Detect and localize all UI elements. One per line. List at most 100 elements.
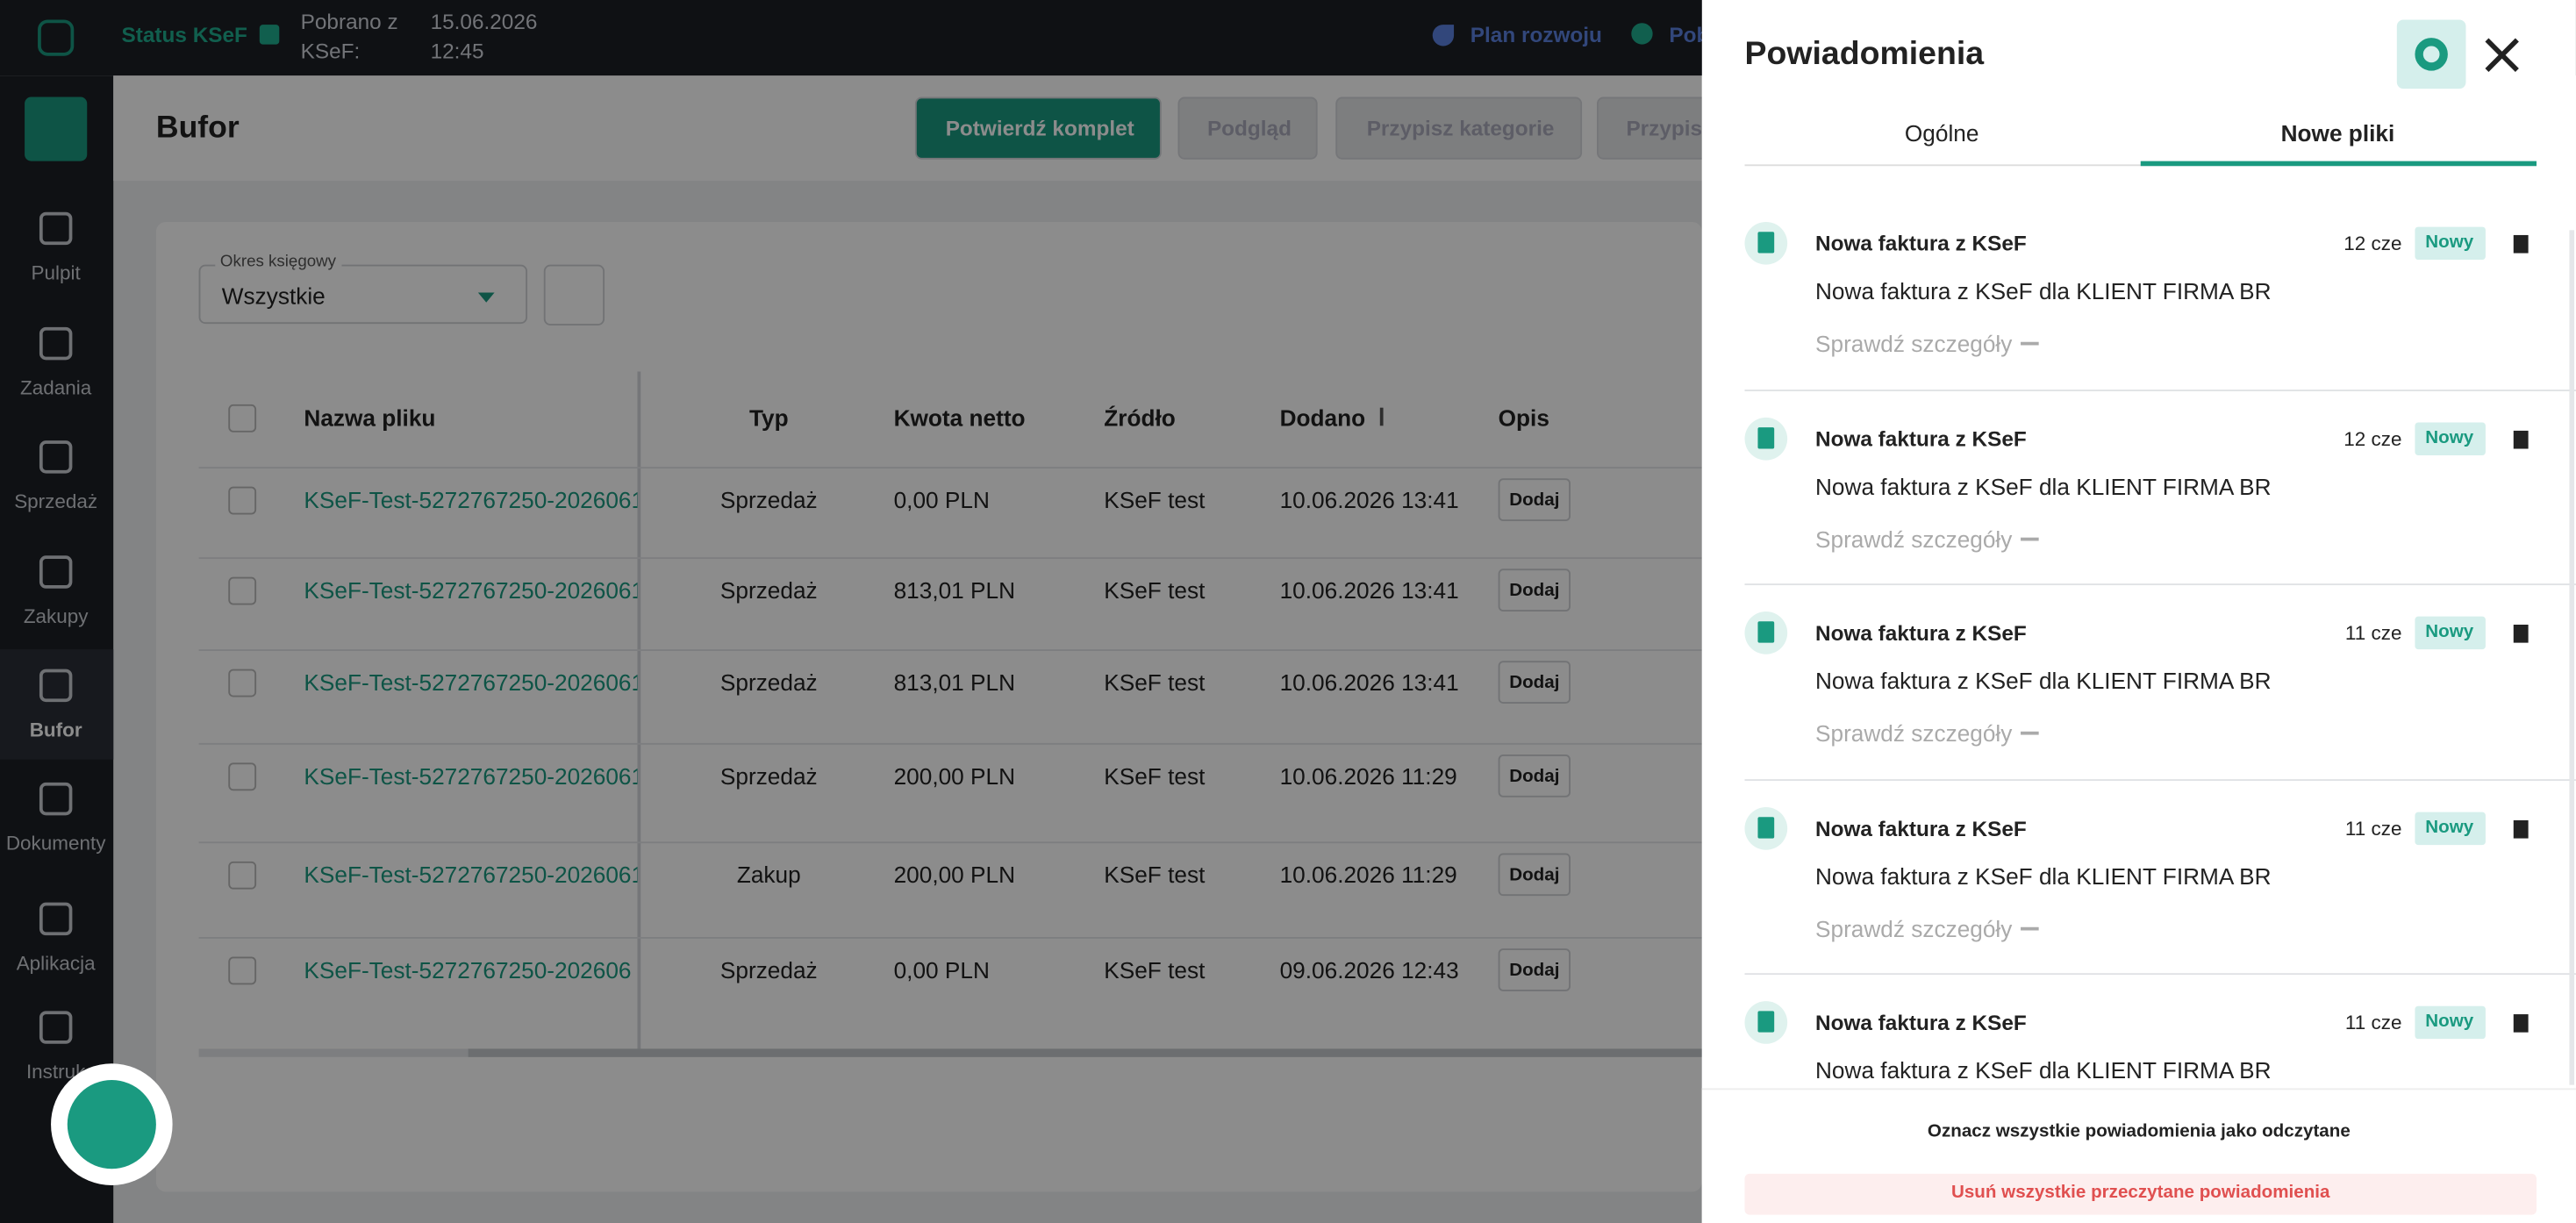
add-button[interactable] bbox=[25, 97, 88, 161]
add-description[interactable]: Dodaj bbox=[1498, 853, 1571, 897]
header-checkbox[interactable] bbox=[228, 404, 257, 433]
delete-icon[interactable] bbox=[2513, 429, 2529, 448]
add-description[interactable]: Dodaj bbox=[1498, 661, 1571, 704]
delete-icon[interactable] bbox=[2513, 1014, 2529, 1033]
roadmap-link[interactable]: Plan rozwoju bbox=[1470, 22, 1602, 47]
header-button[interactable]: Przypisz kategorie bbox=[1335, 97, 1583, 160]
sidebar-active bbox=[0, 649, 114, 760]
notification-body: Nowa faktura z KSeF dla KLIENT FIRMA BR bbox=[1815, 667, 2272, 694]
tab-underline bbox=[2140, 161, 2537, 167]
header-button[interactable]: Potwierdź komplet bbox=[914, 97, 1162, 160]
cell: 813,01 PLN bbox=[893, 669, 1016, 696]
fetched-label: KSeF: bbox=[300, 39, 361, 64]
cell: 813,01 PLN bbox=[893, 576, 1016, 604]
new-badge: Nowy bbox=[2415, 616, 2486, 650]
panel-scrollbar bbox=[2569, 230, 2575, 1085]
button-label: Dodaj bbox=[1509, 961, 1560, 981]
close-button[interactable] bbox=[2484, 36, 2520, 72]
delete-read-button[interactable]: Usuń wszystkie przeczytane powiadomienia bbox=[1744, 1173, 2537, 1215]
overlay bbox=[0, 0, 1702, 1223]
cell: 10.06.2026 11:29 bbox=[1279, 861, 1457, 888]
file-link[interactable]: KSeF-Test-5272767250-2026061 bbox=[304, 764, 638, 788]
delete-icon[interactable] bbox=[2513, 819, 2529, 838]
chat-button[interactable] bbox=[51, 1063, 173, 1185]
badge-label: Nowy bbox=[2425, 817, 2474, 837]
add-description[interactable]: Dodaj bbox=[1498, 948, 1571, 991]
column-header: Nazwa pliku bbox=[304, 404, 436, 431]
file-link[interactable]: KSeF-Test-5272767250-2026061 bbox=[304, 578, 638, 602]
fetched-time: 12:45 bbox=[430, 39, 484, 64]
settings-button[interactable] bbox=[2396, 19, 2466, 89]
file-link[interactable]: KSeF-Test-5272767250-202606 bbox=[304, 958, 632, 982]
notification-title: Nowa faktura z KSeF bbox=[1815, 231, 2027, 256]
row-checkbox[interactable] bbox=[228, 486, 257, 515]
header-button[interactable]: Podgląd bbox=[1177, 97, 1318, 160]
row-checkbox[interactable] bbox=[228, 576, 257, 605]
row-divider bbox=[198, 841, 1702, 844]
button-label: Dodaj bbox=[1509, 490, 1560, 511]
arrow-icon bbox=[2021, 536, 2039, 540]
row-checkbox[interactable] bbox=[228, 762, 257, 791]
notification-time: 12 cze bbox=[2343, 426, 2402, 450]
filter-settings[interactable] bbox=[543, 264, 605, 325]
badge-label: Nowy bbox=[2425, 622, 2474, 642]
cell: KSeF test bbox=[1104, 956, 1206, 983]
notification-title: Nowa faktura z KSeF bbox=[1815, 620, 2027, 646]
add-description[interactable]: Dodaj bbox=[1498, 478, 1571, 521]
dropdown-caret bbox=[477, 292, 495, 303]
row-checkbox[interactable] bbox=[228, 861, 257, 890]
filter-value: Wszystkie bbox=[221, 283, 326, 310]
delete-icon[interactable] bbox=[2513, 234, 2529, 254]
sidebar-item[interactable]: Aplikacja bbox=[16, 951, 96, 976]
add-description[interactable]: Dodaj bbox=[1498, 755, 1571, 797]
delete-icon[interactable] bbox=[2513, 625, 2529, 643]
details-link[interactable]: Sprawdź szczegóły bbox=[1815, 525, 2013, 552]
badge-label: Nowy bbox=[2425, 1012, 2474, 1032]
details-link[interactable]: Sprawdź szczegóły bbox=[1815, 719, 2013, 747]
cell: 0,00 PLN bbox=[893, 486, 990, 513]
button-label: Usuń wszystkie przeczytane powiadomienia bbox=[1950, 1183, 2330, 1203]
sidebar-item[interactable]: Dokumenty bbox=[5, 832, 106, 855]
notification-title: Nowa faktura z KSeF bbox=[1815, 1010, 2027, 1035]
row-divider bbox=[198, 467, 1702, 469]
file-link[interactable]: KSeF-Test-5272767250-2026061 bbox=[304, 488, 638, 511]
check-icon bbox=[1631, 23, 1653, 45]
sidebar bbox=[0, 75, 114, 1223]
file-glyph bbox=[1757, 232, 1775, 254]
cell: KSeF test bbox=[1104, 861, 1206, 888]
new-badge: Nowy bbox=[2415, 1005, 2486, 1040]
button-label: Potwierdź komplet bbox=[945, 116, 1134, 141]
filter-label: Okres księgowy bbox=[215, 254, 341, 272]
row-divider bbox=[198, 649, 1702, 651]
button-label: Podgląd bbox=[1206, 116, 1292, 141]
cell: 10.06.2026 13:41 bbox=[1279, 576, 1459, 604]
badge-label: Nowy bbox=[2425, 427, 2474, 447]
column-header[interactable]: Dodano bbox=[1279, 404, 1366, 431]
cell: KSeF test bbox=[1104, 486, 1206, 513]
tab[interactable]: Ogólne bbox=[1904, 119, 1979, 147]
sidebar-item[interactable]: Bufor bbox=[29, 718, 82, 742]
cell: KSeF test bbox=[1104, 762, 1206, 790]
sidebar-item[interactable]: Zadania bbox=[20, 376, 92, 400]
file-link[interactable]: KSeF-Test-5272767250-2026061 bbox=[304, 862, 638, 886]
ksef-status: Status KSeF bbox=[121, 22, 247, 47]
row-checkbox[interactable] bbox=[228, 956, 257, 985]
row-divider bbox=[198, 937, 1702, 939]
thumb-icon bbox=[259, 25, 280, 45]
sidebar-item[interactable]: Instruk bbox=[25, 1060, 86, 1084]
filter-select[interactable] bbox=[198, 264, 528, 325]
tab-active[interactable]: Nowe pliki bbox=[2280, 119, 2395, 147]
details-link[interactable]: Sprawdź szczegóły bbox=[1815, 914, 2013, 941]
sidebar-item[interactable]: Pulpit bbox=[31, 261, 81, 285]
sort-arrow bbox=[1379, 407, 1384, 426]
add-description[interactable]: Dodaj bbox=[1498, 569, 1571, 612]
button-label: Przypis bbox=[1626, 116, 1703, 141]
row-checkbox[interactable] bbox=[228, 669, 257, 697]
details-link[interactable]: Sprawdź szczegóły bbox=[1815, 330, 2013, 357]
sidebar-item[interactable]: Sprzedaż bbox=[14, 490, 98, 513]
sidebar-item[interactable]: Zakupy bbox=[23, 604, 89, 628]
panel-title: Powiadomienia bbox=[1744, 36, 1985, 73]
mark-all-read[interactable]: Oznacz wszystkie powiadomienia jako odcz… bbox=[1927, 1121, 2351, 1142]
file-link[interactable]: KSeF-Test-5272767250-2026061 bbox=[304, 670, 638, 694]
